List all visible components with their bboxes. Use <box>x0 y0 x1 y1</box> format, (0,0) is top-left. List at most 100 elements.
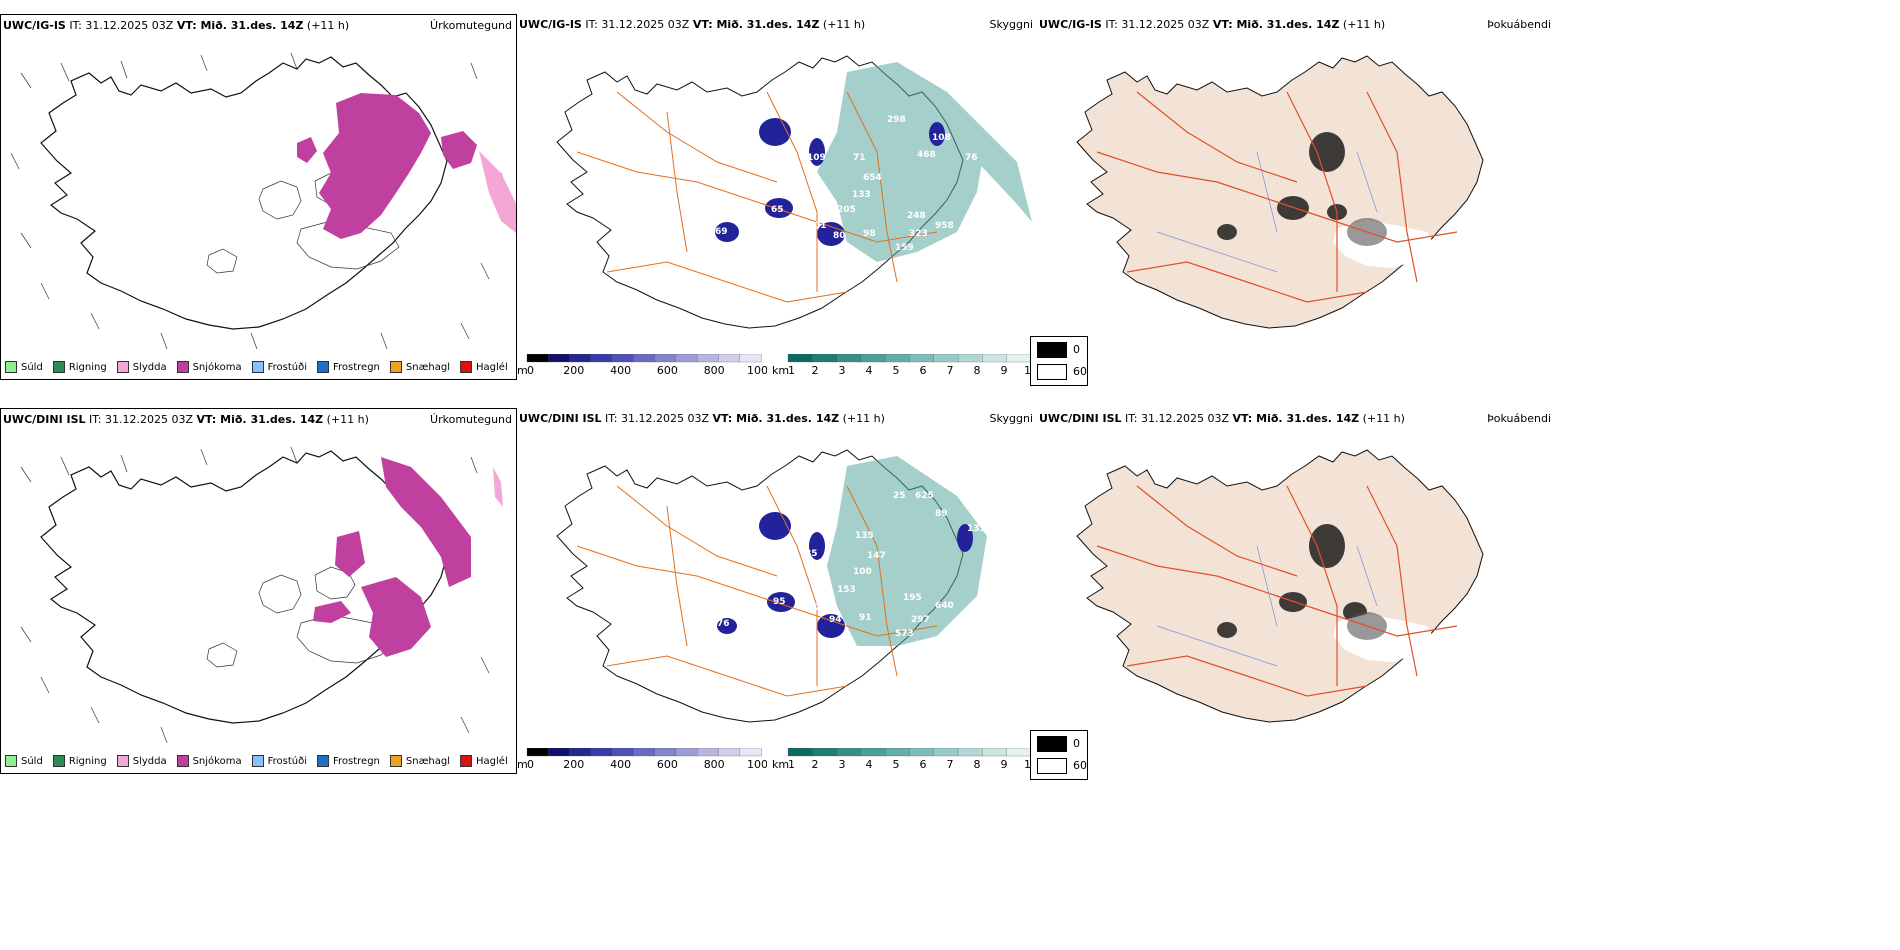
ceiling-unit: m <box>517 364 528 377</box>
ceiling-label: 76 <box>965 153 978 163</box>
colorbar-tick-label: 9 <box>1001 364 1008 376</box>
panel-title: UWC/DINI ISL IT: 31.12.2025 03Z VT: Mið.… <box>1039 412 1405 425</box>
ceiling-label: 248 <box>907 211 926 221</box>
colorbar-segment <box>787 747 813 757</box>
colorbar-tick-label: 600 <box>657 364 678 376</box>
ceiling-unit: m <box>517 758 528 771</box>
ceiling-colorbar: 0 200 400 600 800 1000 m <box>517 353 775 377</box>
colorbar-segment <box>812 747 838 757</box>
colorbar-segment <box>909 747 935 757</box>
colorbar-segment <box>697 747 720 757</box>
ceiling-label: 133 <box>852 190 871 200</box>
colorbar-segment <box>718 747 741 757</box>
colorbar-tick-label: 400 <box>610 758 631 770</box>
colorbar-segment <box>569 353 592 363</box>
colorbar-segment <box>590 353 613 363</box>
ceiling-label: 109 <box>807 153 826 163</box>
colorbar-segment <box>633 353 656 363</box>
colorbar-segment <box>812 353 838 363</box>
colorbar-segment <box>787 353 813 363</box>
precip-map <box>20 446 503 744</box>
ceiling-label: 625 <box>915 491 934 501</box>
legend-item: Súld <box>5 755 43 767</box>
ceiling-colorbar: 0 200 400 600 800 1000 m <box>517 747 775 771</box>
visibility-colorbar: 12345678910 km <box>772 353 1037 377</box>
ceiling-label: 95 <box>773 597 786 607</box>
colorbar-tick-label: 9 <box>1001 758 1008 770</box>
colorbar-segment <box>654 353 677 363</box>
sleet-area <box>479 151 516 233</box>
precip-type-legend: Súld Rigning Slydda Snjókoma Frostúði Fr… <box>5 361 508 373</box>
colorbar-segment <box>982 353 1008 363</box>
ceiling-visibility-map: 25 625 89 131 135 147 85 100 153 195 640… <box>556 449 987 723</box>
colorbar-tick-label: 1 <box>788 758 795 770</box>
panel-title: UWC/DINI ISL IT: 31.12.2025 03Z VT: Mið.… <box>3 413 369 426</box>
ceiling-labels: 25 625 89 131 135 147 85 100 153 195 640… <box>695 491 986 639</box>
ceiling-visibility-map: 298 108 468 71 76 109 31 654 133 205 248… <box>556 55 1032 329</box>
fog-panel-top: UWC/IG-IS IT: 31.12.2025 03Z VT: Mið. 31… <box>1037 14 1555 380</box>
colorbar-tick-label: 7 <box>947 758 954 770</box>
colorbar-segment <box>739 747 762 757</box>
ceiling-label: 0 <box>695 625 701 635</box>
legend-item: Rigning <box>52 755 107 767</box>
ceiling-label: 153 <box>837 585 856 595</box>
colorbar-segment <box>909 353 935 363</box>
colorbar-tick-label: 2 <box>812 758 819 770</box>
colorbar-segment <box>526 747 549 757</box>
colorbar-segment <box>697 353 720 363</box>
colorbar-segment <box>933 353 959 363</box>
colorbar-tick-label: 8 <box>974 758 981 770</box>
colorbar-segment <box>957 747 984 757</box>
ceiling-label: 100 <box>853 567 872 577</box>
panel-type: Skyggni <box>989 412 1033 425</box>
fog-legend-bottom: 0 60 <box>1030 730 1088 780</box>
fog-legend-value: 60 <box>1073 365 1087 378</box>
legend-item: Frostregn <box>317 755 380 767</box>
colorbar-tick-label: 6 <box>920 758 927 770</box>
colorbar-segment <box>654 747 677 757</box>
colorbar-segment <box>633 747 656 757</box>
colorbar-segment <box>675 353 698 363</box>
colorbar-segment <box>957 353 984 363</box>
precip-panel-bottom: UWC/DINI ISL IT: 31.12.2025 03Z VT: Mið.… <box>0 408 517 774</box>
ceiling-label: 958 <box>935 221 954 231</box>
visibility-colorbar: 12345678910 km <box>772 747 1037 771</box>
fog-legend-value: 0 <box>1073 737 1080 750</box>
legend-item: Haglél <box>460 755 508 767</box>
fog-legend-swatch <box>1037 736 1067 752</box>
ceiling-label: 98 <box>863 229 876 239</box>
fog-legend-swatch <box>1037 342 1067 358</box>
fog-map <box>1076 55 1484 329</box>
fog-panel-bottom: UWC/DINI ISL IT: 31.12.2025 03Z VT: Mið.… <box>1037 408 1555 774</box>
ceiling-label: 71 <box>853 153 866 163</box>
fog-legend-swatch <box>1037 758 1067 774</box>
colorbar-tick-label: 4 <box>866 364 873 376</box>
colorbar-tick-label: 4 <box>866 758 873 770</box>
colorbar-segment <box>933 747 959 757</box>
colorbar-segment <box>739 353 762 363</box>
legend-item: Frostregn <box>317 361 380 373</box>
colorbar-tick-label: 8 <box>974 364 981 376</box>
colorbar-tick-label: 5 <box>893 364 900 376</box>
legend-item: Snæhagl <box>389 361 450 373</box>
ceiling-label: 147 <box>867 551 886 561</box>
ceiling-label: 468 <box>917 150 936 160</box>
fog-legend-top: 0 60 <box>1030 336 1088 386</box>
colorbar-tick-label: 600 <box>657 758 678 770</box>
sleet-area <box>493 467 503 507</box>
visibility-unit: km <box>772 758 790 771</box>
colorbar-segment <box>569 747 592 757</box>
colorbar-tick-label: 3 <box>839 364 846 376</box>
colorbar-segment <box>675 747 698 757</box>
ceiling-label: 159 <box>895 243 914 253</box>
colorbar-segment <box>548 747 571 757</box>
ceiling-colorbar-graphic: 0 200 400 600 800 1000 <box>526 353 775 377</box>
colorbar-tick-label: 0 <box>527 364 534 376</box>
cloud-panel-bottom: UWC/DINI ISL IT: 31.12.2025 03Z VT: Mið.… <box>517 408 1037 774</box>
colorbar-segment <box>836 747 862 757</box>
panel-type: Skyggni <box>989 18 1033 31</box>
ceiling-label: 654 <box>863 173 882 183</box>
colorbar-tick-label: 1 <box>788 364 795 376</box>
ceiling-label: 6 <box>699 241 705 251</box>
colorbar-segment <box>860 353 886 363</box>
